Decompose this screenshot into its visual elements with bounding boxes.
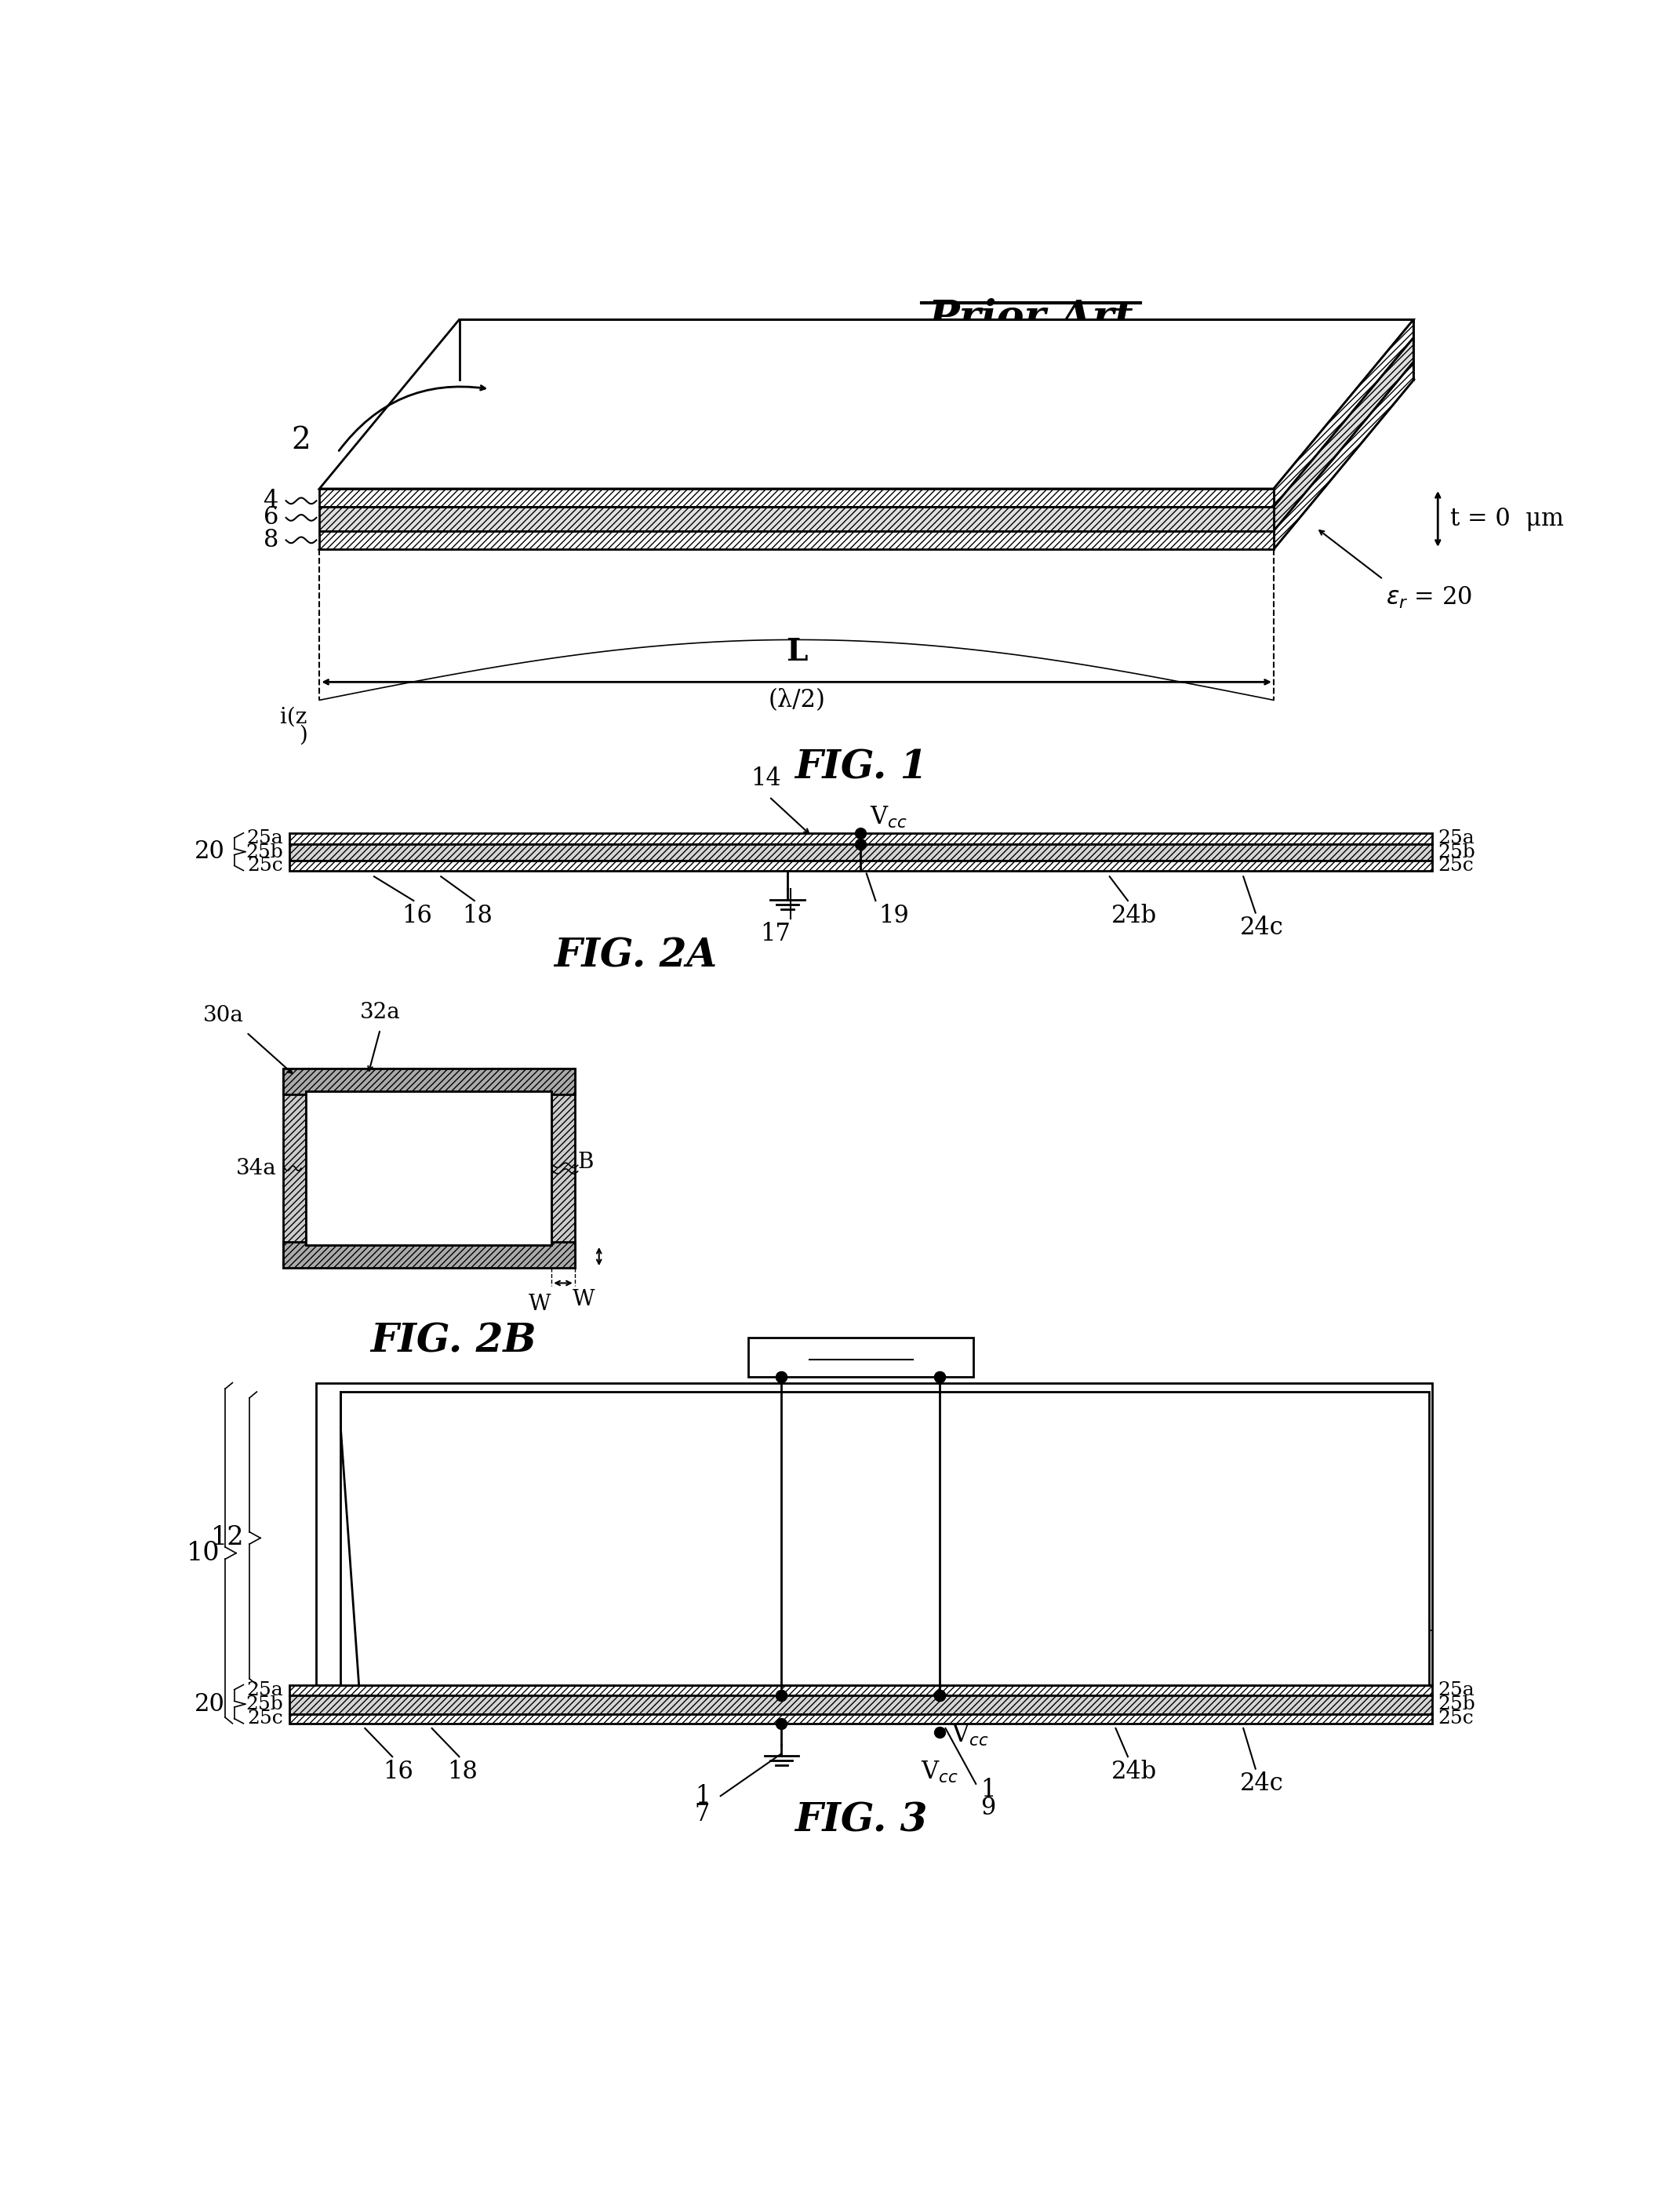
Text: 7: 7 — [696, 1801, 711, 1825]
Text: V$_{cc}$: V$_{cc}$ — [870, 804, 907, 831]
Text: 13a: 13a — [793, 1518, 838, 1543]
Text: i(z: i(z — [281, 707, 307, 727]
Text: 25b: 25b — [1438, 1695, 1475, 1713]
Text: 30a: 30a — [203, 1006, 244, 1025]
Text: 25c: 25c — [1438, 1711, 1473, 1728]
Text: FIG. 1: FIG. 1 — [795, 749, 927, 787]
Polygon shape — [1273, 362, 1413, 548]
Text: 24a: 24a — [1389, 1611, 1433, 1635]
Text: 2: 2 — [291, 427, 311, 455]
Bar — [289, 1684, 1431, 1695]
Text: 25b: 25b — [245, 844, 282, 862]
Bar — [289, 862, 1431, 871]
Text: 9: 9 — [981, 1797, 996, 1821]
Text: 13b: 13b — [951, 1518, 998, 1543]
Text: W: W — [573, 1288, 595, 1311]
Text: 19: 19 — [879, 904, 909, 928]
Polygon shape — [319, 530, 1273, 548]
Bar — [289, 833, 1431, 844]
Text: 6: 6 — [264, 506, 279, 530]
Text: 25a: 25a — [247, 829, 282, 846]
Text: 25a: 25a — [1438, 829, 1475, 846]
Text: A: A — [524, 1151, 539, 1174]
Text: 1: 1 — [696, 1783, 711, 1808]
Text: FIG. 2A: FIG. 2A — [554, 937, 717, 975]
Bar — [282, 1242, 575, 1269]
Text: 10: 10 — [186, 1540, 220, 1565]
Text: 34a: 34a — [237, 1158, 277, 1178]
Text: 25a: 25a — [247, 1682, 282, 1699]
Polygon shape — [319, 506, 1273, 530]
Polygon shape — [319, 320, 1413, 488]
Text: 11: 11 — [845, 1344, 877, 1370]
Text: t = 0  μm: t = 0 μm — [1450, 506, 1564, 530]
Text: Prior Art: Prior Art — [927, 298, 1134, 338]
Text: L: L — [786, 636, 808, 667]
Text: 17: 17 — [759, 922, 791, 946]
Text: 24c: 24c — [1240, 1772, 1284, 1797]
Text: (λ/2): (λ/2) — [768, 687, 825, 712]
Bar — [282, 1070, 575, 1269]
Text: 24c: 24c — [1240, 915, 1284, 939]
Text: 8: 8 — [264, 528, 279, 552]
Text: V$_{cc}$: V$_{cc}$ — [921, 1759, 958, 1786]
Bar — [289, 844, 1431, 862]
Text: B: B — [578, 1151, 593, 1174]
Text: 25c: 25c — [247, 1711, 282, 1728]
Text: 1: 1 — [981, 1777, 996, 1801]
Text: 20: 20 — [195, 1693, 225, 1717]
Bar — [316, 1383, 1431, 1684]
Bar — [306, 1092, 551, 1244]
Text: W: W — [529, 1293, 551, 1315]
Text: 25c: 25c — [1438, 857, 1473, 875]
Bar — [289, 1695, 1431, 1713]
Text: 25c: 25c — [247, 857, 282, 875]
Bar — [282, 1070, 575, 1094]
Text: 14: 14 — [420, 1607, 450, 1631]
Text: ): ) — [299, 725, 307, 745]
Text: 24b: 24b — [1110, 904, 1158, 928]
Text: 4: 4 — [264, 488, 279, 513]
Text: 16: 16 — [402, 904, 432, 928]
Polygon shape — [1273, 338, 1413, 530]
Text: 16: 16 — [383, 1759, 413, 1783]
Text: FIG. 3: FIG. 3 — [795, 1801, 927, 1841]
Text: FIG. 2B: FIG. 2B — [370, 1322, 536, 1361]
Text: 25b: 25b — [245, 1695, 282, 1713]
Text: 25b: 25b — [1438, 844, 1475, 862]
Polygon shape — [1273, 320, 1413, 506]
Text: 14: 14 — [751, 767, 781, 791]
Bar — [749, 1337, 973, 1377]
Text: 18: 18 — [462, 904, 492, 928]
Bar — [289, 1713, 1431, 1724]
Polygon shape — [319, 380, 1413, 548]
Text: 32a: 32a — [360, 1001, 400, 1023]
Text: 24b: 24b — [1110, 1759, 1158, 1783]
Bar — [341, 1392, 1428, 1684]
Text: $\varepsilon_r$ = 20: $\varepsilon_r$ = 20 — [1386, 586, 1472, 610]
Polygon shape — [319, 488, 1273, 506]
Text: 25a: 25a — [1438, 1682, 1475, 1699]
Text: 12: 12 — [212, 1525, 245, 1551]
Text: V$_{cc}$: V$_{cc}$ — [951, 1724, 990, 1748]
Text: 20: 20 — [195, 840, 225, 864]
Text: 18: 18 — [447, 1759, 477, 1783]
Bar — [306, 1092, 551, 1244]
